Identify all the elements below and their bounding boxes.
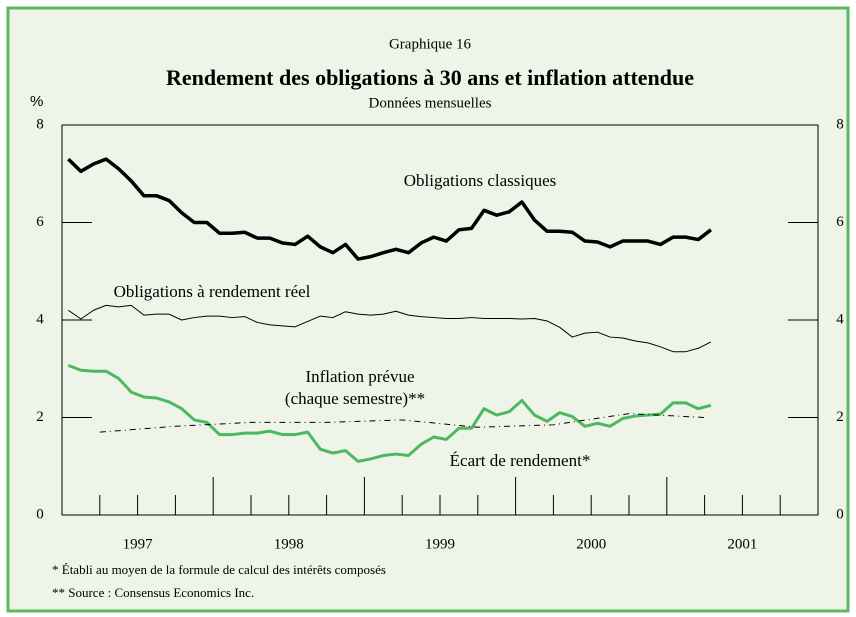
y-tick-label: 2 [36, 409, 44, 425]
x-tick-label: 2000 [576, 536, 606, 552]
x-tick-label: 1999 [425, 536, 455, 552]
annotation: Inflation prévue [305, 367, 414, 386]
y2-tick-label: 2 [836, 409, 844, 425]
x-tick-label: 2001 [727, 536, 757, 552]
subtitle: Données mensuelles [369, 95, 492, 111]
y2-tick-label: 0 [836, 506, 844, 522]
series-line [67, 363, 712, 463]
y-tick-label: 6 [36, 214, 44, 230]
y-tick-label: 4 [36, 311, 44, 327]
supertitle: Graphique 16 [389, 36, 472, 52]
y-tick-label: 8 [36, 116, 44, 132]
x-tick-label: 1997 [123, 536, 154, 552]
annotation: Obligations classiques [404, 171, 557, 190]
series-line [99, 413, 705, 433]
y2-tick-label: 8 [836, 116, 844, 132]
footnote: ** Source : Consensus Economics Inc. [52, 585, 254, 600]
y-tick-label: 0 [36, 506, 44, 522]
y2-tick-label: 6 [836, 214, 844, 230]
footnote: * Établi au moyen de la formule de calcu… [52, 562, 386, 577]
x-tick-label: 1998 [274, 536, 304, 552]
annotation: (chaque semestre)** [285, 389, 425, 408]
annotation: Écart de rendement* [450, 451, 591, 470]
chart-title: Rendement des obligations à 30 ans et in… [166, 65, 694, 90]
frame [6, 6, 850, 613]
annotation: Obligations à rendement réel [114, 282, 311, 301]
series-line [67, 157, 712, 261]
y2-tick-label: 4 [836, 311, 844, 327]
y-unit: % [30, 93, 43, 110]
series-line [68, 304, 712, 353]
